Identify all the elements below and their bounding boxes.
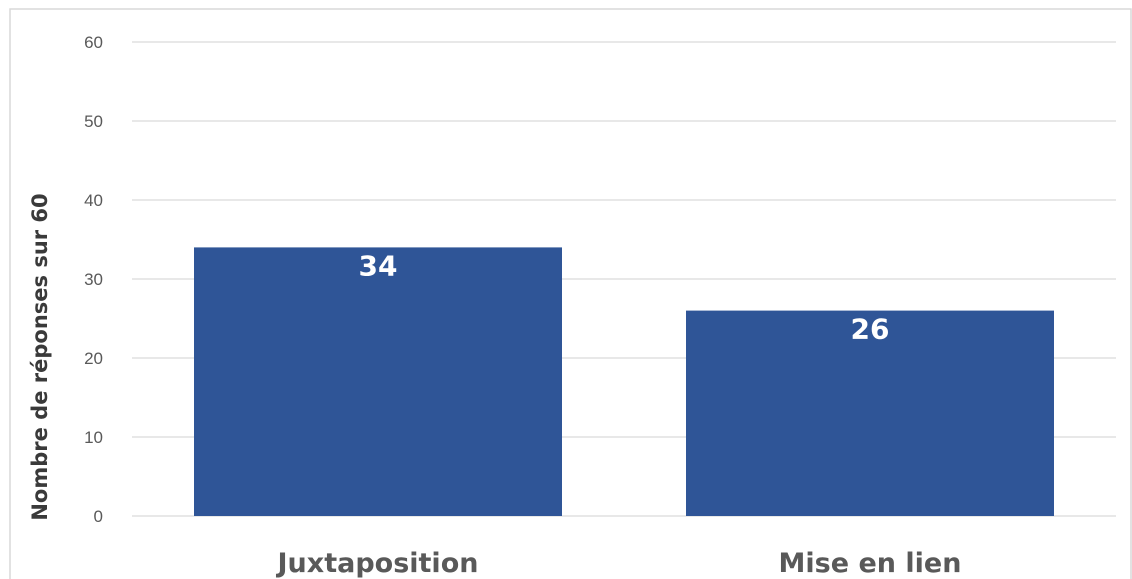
data-labels: 34 26 — [359, 249, 890, 345]
y-axis-ticks: 0 10 20 30 40 50 60 — [84, 33, 103, 526]
y-tick-label: 0 — [94, 507, 103, 526]
data-label: 26 — [851, 313, 890, 346]
x-category-label: Juxtaposition — [276, 548, 479, 579]
bar-juxtaposition — [194, 247, 562, 516]
y-tick-label: 20 — [84, 349, 103, 368]
y-tick-label: 10 — [84, 428, 103, 447]
data-label: 34 — [359, 249, 398, 282]
y-tick-label: 30 — [84, 270, 103, 289]
y-tick-label: 60 — [84, 33, 103, 52]
y-tick-label: 40 — [84, 191, 103, 210]
bar-mise-en-lien — [686, 310, 1054, 516]
y-tick-label: 50 — [84, 112, 103, 131]
x-axis-categories: Juxtaposition Mise en lien — [276, 548, 962, 579]
bars — [194, 247, 1054, 516]
x-category-label: Mise en lien — [779, 548, 962, 579]
y-axis-label: Nombre de réponses sur 60 — [28, 193, 52, 520]
